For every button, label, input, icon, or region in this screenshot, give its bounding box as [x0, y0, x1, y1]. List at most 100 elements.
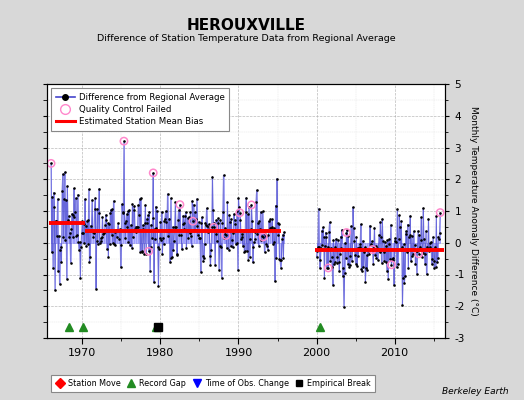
Point: [138, 248, 146, 254]
Point: [275, 220, 283, 227]
Point: [404, 265, 412, 272]
Point: [412, 248, 420, 254]
Point: [189, 202, 198, 208]
Point: [188, 198, 196, 204]
Point: [411, 241, 419, 248]
Point: [93, 206, 102, 212]
Point: [213, 238, 221, 245]
Point: [261, 233, 270, 240]
Point: [266, 216, 275, 222]
Point: [107, 206, 115, 213]
Point: [342, 229, 351, 236]
Point: [280, 229, 288, 236]
Point: [259, 234, 267, 240]
Point: [423, 246, 432, 252]
Point: [353, 244, 362, 251]
Point: [105, 241, 114, 248]
Point: [344, 261, 352, 268]
Point: [49, 190, 58, 196]
Point: [70, 214, 79, 220]
Point: [59, 233, 68, 240]
Point: [414, 250, 423, 257]
Point: [325, 229, 333, 236]
Point: [368, 238, 376, 244]
Point: [57, 244, 65, 250]
Point: [178, 246, 186, 253]
Point: [317, 245, 325, 251]
Point: [272, 176, 281, 182]
Point: [208, 224, 216, 231]
Point: [312, 253, 321, 260]
Point: [251, 229, 259, 235]
Point: [406, 232, 414, 239]
Point: [115, 226, 123, 233]
Point: [148, 234, 156, 241]
Point: [152, 225, 161, 232]
Point: [118, 201, 126, 208]
Point: [165, 216, 173, 222]
Point: [205, 221, 213, 227]
Point: [242, 209, 250, 215]
Point: [73, 232, 81, 238]
Point: [377, 260, 386, 266]
Point: [379, 238, 387, 244]
Point: [66, 230, 74, 236]
Point: [145, 248, 153, 254]
Point: [352, 233, 361, 240]
Point: [277, 257, 286, 264]
Point: [393, 206, 401, 213]
Point: [334, 258, 343, 265]
Point: [62, 276, 71, 282]
Point: [224, 228, 232, 234]
Point: [165, 227, 173, 233]
Point: [265, 218, 273, 224]
Point: [351, 252, 359, 259]
Point: [162, 219, 170, 225]
Point: [84, 240, 92, 247]
Point: [258, 233, 266, 239]
Point: [203, 222, 211, 229]
Point: [81, 222, 90, 229]
Point: [186, 209, 194, 215]
Point: [70, 185, 78, 192]
Point: [322, 234, 331, 240]
Point: [267, 224, 275, 231]
Point: [183, 226, 191, 233]
Point: [101, 222, 110, 228]
Point: [51, 287, 59, 294]
Point: [228, 237, 236, 244]
Point: [110, 240, 118, 247]
Point: [92, 285, 100, 292]
Point: [166, 258, 174, 265]
Point: [185, 230, 194, 236]
Point: [172, 251, 181, 258]
Point: [342, 229, 351, 236]
Point: [417, 237, 425, 244]
Point: [272, 255, 280, 261]
Point: [395, 236, 403, 242]
Point: [126, 242, 134, 248]
Point: [388, 257, 397, 263]
Point: [338, 226, 346, 233]
Point: [379, 248, 388, 255]
Point: [172, 224, 180, 231]
Text: HEROUXVILLE: HEROUXVILLE: [187, 18, 306, 33]
Point: [390, 282, 398, 288]
Point: [232, 240, 241, 246]
Point: [253, 187, 261, 193]
Point: [120, 138, 128, 144]
Point: [164, 233, 172, 239]
Point: [213, 220, 222, 226]
Point: [80, 221, 88, 227]
Point: [247, 202, 256, 208]
Point: [249, 244, 258, 250]
Point: [123, 211, 131, 217]
Point: [220, 235, 228, 242]
Point: [353, 263, 361, 269]
Point: [47, 160, 55, 166]
Point: [434, 234, 442, 240]
Point: [82, 243, 91, 250]
Y-axis label: Monthly Temperature Anomaly Difference (°C): Monthly Temperature Anomaly Difference (…: [469, 106, 478, 316]
Point: [384, 276, 392, 283]
Legend: Station Move, Record Gap, Time of Obs. Change, Empirical Break: Station Move, Record Gap, Time of Obs. C…: [51, 375, 375, 392]
